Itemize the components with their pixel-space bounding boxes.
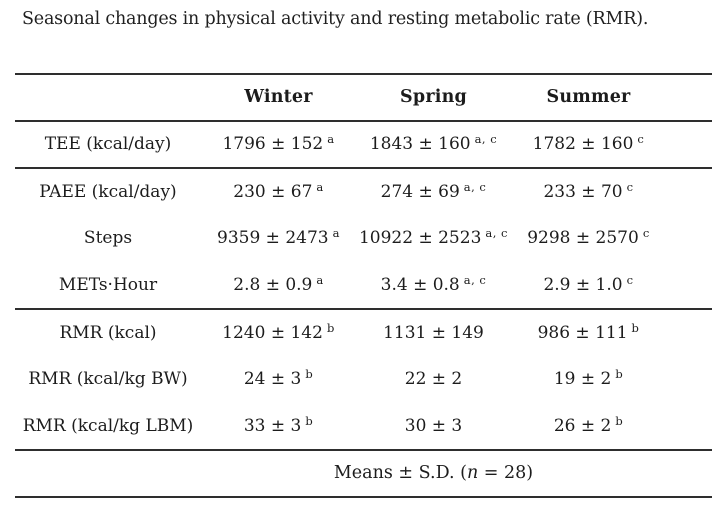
footer-note-prefix: Means ± S.D. ( <box>333 463 467 484</box>
cell-value: 1240 ± 142 <box>222 322 323 343</box>
trailing-cell <box>666 120 712 169</box>
header-row: Winter Spring Summer <box>15 73 712 122</box>
cell-value: 24 ± 3 <box>243 369 302 390</box>
row-label: RMR (kcal/kg LBM) <box>15 402 201 451</box>
table-row-rmr: RMR (kcal) 1240 ± 142 b 1131 ± 149 986 ± … <box>15 309 712 356</box>
row-label: RMR (kcal/kg BW) <box>28 369 188 390</box>
trailing-cell <box>666 356 712 403</box>
data-cell: 2.8 ± 0.9 a <box>201 261 356 310</box>
header-trailing-cell <box>666 73 712 122</box>
data-cell: 1843 ± 160 a, c <box>356 120 511 169</box>
column-header-summer: Summer <box>511 73 666 122</box>
cell-value: 1782 ± 160 <box>532 134 634 155</box>
cell-value: 22 ± 2 <box>404 369 463 390</box>
footer-note-suffix: = 28) <box>478 463 534 484</box>
significance-superscript: c <box>626 272 634 287</box>
cell-value: 2.9 ± 1.0 <box>543 274 623 295</box>
significance-superscript: c <box>637 132 645 147</box>
page-title: Seasonal changes in physical activity an… <box>22 9 649 29</box>
cell-value: 230 ± 67 <box>233 181 313 202</box>
table-row-steps: Steps 9359 ± 2473 a 10922 ± 2523 a, c 9298… <box>15 215 712 262</box>
data-cell: 1240 ± 142 b <box>201 309 356 356</box>
significance-superscript: b <box>326 320 335 335</box>
trailing-cell <box>666 261 712 310</box>
significance-superscript: b <box>305 413 314 428</box>
table-row-paee: PAEE (kcal/day) 230 ± 67 a 274 ± 69 a, c 2… <box>15 168 712 215</box>
data-cell: 10922 ± 2523 a, c <box>356 215 511 262</box>
footer-note-n: n <box>466 463 479 484</box>
cell-value: 1843 ± 160 <box>369 134 471 155</box>
significance-superscript: a, c <box>485 226 508 241</box>
significance-superscript: a, c <box>463 179 487 194</box>
column-header-winter: Winter <box>201 73 356 122</box>
data-cell: 233 ± 70 c <box>511 168 666 215</box>
trailing-cell <box>666 168 712 215</box>
significance-superscript: c <box>642 226 650 241</box>
footer-note: Means ± S.D. (n = 28) <box>201 449 666 498</box>
trailing-cell <box>666 309 712 356</box>
row-label: METs·Hour <box>15 261 201 310</box>
row-label: RMR (kcal) <box>59 322 157 343</box>
table-row-mets-hour: METs·Hour 2.8 ± 0.9 a 3.4 ± 0.8 a, c 2.9 ±… <box>15 261 712 310</box>
trailing-cell <box>666 215 712 262</box>
data-cell: 3.4 ± 0.8 a, c <box>356 261 511 310</box>
seasonal-activity-rmr-table: Winter Spring Summer TEE (kcal/day) 1796… <box>15 72 712 498</box>
significance-superscript: a, c <box>463 272 487 287</box>
significance-superscript: b <box>615 367 624 382</box>
data-cell: 9359 ± 2473 a <box>201 215 356 262</box>
data-cell: 9298 ± 2570 c <box>511 215 666 262</box>
significance-superscript: a <box>316 272 324 287</box>
cell-value: 1131 ± 149 <box>383 322 484 343</box>
header-empty-cell <box>15 73 201 122</box>
footer-trailing-cell <box>666 449 712 498</box>
data-cell: 2.9 ± 1.0 c <box>511 261 666 310</box>
significance-superscript: a <box>332 226 340 241</box>
data-cell: 1796 ± 152 a <box>201 120 356 169</box>
cell-value: 9359 ± 2473 <box>217 228 329 249</box>
cell-value: 26 ± 2 <box>553 415 612 436</box>
cell-value: 19 ± 2 <box>553 369 612 390</box>
cell-value: 10922 ± 2523 <box>358 228 482 249</box>
data-cell: 274 ± 69 a, c <box>356 168 511 215</box>
row-label: Steps <box>83 228 133 249</box>
significance-superscript: a, c <box>474 132 498 147</box>
significance-superscript: a <box>327 132 335 147</box>
cell-value: 2.8 ± 0.9 <box>233 274 313 295</box>
data-cell: 1131 ± 149 <box>356 309 511 356</box>
cell-value: 9298 ± 2570 <box>527 228 639 249</box>
significance-superscript: b <box>631 320 640 335</box>
significance-superscript: b <box>615 413 624 428</box>
table-row-tee: TEE (kcal/day) 1796 ± 152 a 1843 ± 160 a, … <box>15 120 712 169</box>
significance-superscript: c <box>626 179 634 194</box>
cell-value: 1796 ± 152 <box>222 134 324 155</box>
trailing-cell <box>666 402 712 451</box>
footer-empty-cell <box>15 449 201 498</box>
data-cell: 30 ± 3 <box>356 402 511 451</box>
cell-value: 233 ± 70 <box>543 181 623 202</box>
footer-row: Means ± S.D. (n = 28) <box>15 449 712 498</box>
data-cell: 986 ± 111 b <box>511 309 666 356</box>
data-cell: 1782 ± 160 c <box>511 120 666 169</box>
row-label: TEE (kcal/day) <box>15 120 201 169</box>
cell-value: 33 ± 3 <box>243 415 302 436</box>
significance-superscript: a <box>316 179 324 194</box>
cell-value: 30 ± 3 <box>404 415 463 436</box>
row-label: PAEE (kcal/day) <box>39 181 177 202</box>
significance-superscript: b <box>305 367 314 382</box>
cell-value: 986 ± 111 <box>537 322 628 343</box>
data-cell: 230 ± 67 a <box>201 168 356 215</box>
data-cell: 22 ± 2 <box>356 356 511 403</box>
cell-value: 3.4 ± 0.8 <box>380 274 460 295</box>
cell-value: 274 ± 69 <box>380 181 460 202</box>
column-header-spring: Spring <box>356 73 511 122</box>
